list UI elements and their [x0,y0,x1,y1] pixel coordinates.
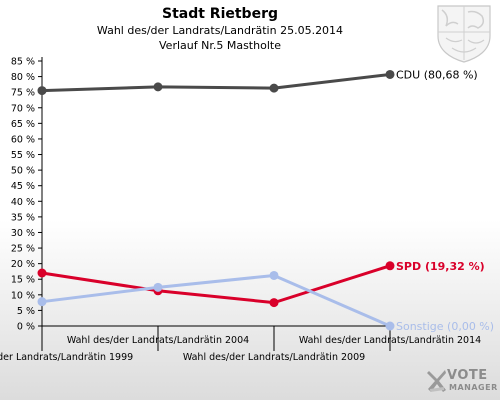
data-point-cdu [385,69,395,79]
series-end-label-cdu: CDU (80,68 %) [396,68,478,81]
y-tick-label: 40 % [11,197,35,208]
y-tick-label: 70 % [11,103,35,114]
y-tick-label: 20 % [11,259,35,270]
vote-cross-icon [427,370,446,392]
y-tick-label: 75 % [11,88,35,99]
series-line-cdu [41,72,391,93]
x-tick-label: Wahl des/der Landrats/Landrätin 2009 [183,352,365,363]
data-point-cdu [37,86,47,96]
series-end-label-sonstige: Sonstige (0,00 %) [396,320,494,333]
chart-end-labels: CDU (80,68 %) SPD (19,32 %) Sonstige (0,00… [396,68,494,333]
votemanager-logo: VOTE MANAGER [425,366,497,396]
y-tick-label: 5 % [17,306,35,317]
x-tick-label: Wahl des/der Landrats/Landrätin 1999 [0,352,133,363]
logo-manager-text: MANAGER [449,383,498,392]
chart-title: Stadt Rietberg [161,6,279,22]
y-tick-label: 45 % [11,181,35,192]
coat-of-arms-icon [437,5,491,63]
y-tick-label: 80 % [11,72,35,83]
series-line-sonstige [41,273,391,328]
chart-subtitle: Wahl des/der Landrats/Landrätin 25.05.20… [96,24,344,37]
y-tick-label: 0 % [17,322,35,333]
data-point-spd [37,268,47,278]
y-tick-label: 10 % [11,290,35,301]
chart-series [37,69,395,331]
y-tick-label: 50 % [11,166,35,177]
series-end-label-spd: SPD (19,32 %) [396,260,485,273]
y-tick-label: 55 % [11,150,35,161]
y-tick-label: 25 % [11,244,35,255]
y-tick-label: 15 % [11,275,35,286]
x-tick-label: Wahl des/der Landrats/Landrätin 2014 [299,335,481,346]
data-point-cdu [269,83,279,93]
chart-titles: Stadt Rietberg Wahl des/der Landrats/Lan… [0,5,440,53]
data-point-sonstige [153,282,163,292]
data-point-sonstige [385,321,395,331]
chart-axes: 0 % 5 % 10 % 15 % 20 % 25 % 30 % 35 % 40 % 45 % 50… [0,57,481,364]
y-tick-label: 30 % [11,228,35,239]
data-point-spd [269,298,279,308]
logo-vote-text: VOTE [447,368,488,383]
y-tick-label: 60 % [11,134,35,145]
y-tick-label: 35 % [11,212,35,223]
series-line-spd [41,264,391,305]
y-tick-label: 65 % [11,119,35,130]
y-tick-label: 85 % [11,57,35,68]
data-point-sonstige [37,297,47,307]
chart-subtitle-2: Verlauf Nr.5 Mastholte [159,39,281,52]
data-point-cdu [153,82,163,92]
data-point-sonstige [269,270,279,280]
data-point-spd [385,261,395,271]
x-tick-label: Wahl des/der Landrats/Landrätin 2004 [67,335,249,346]
